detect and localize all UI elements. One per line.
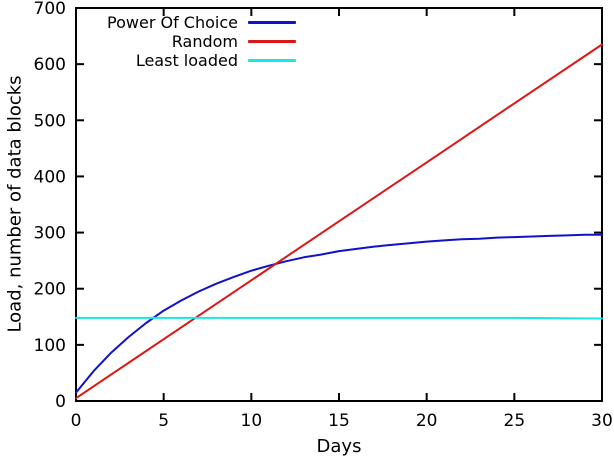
legend-item-random: Random bbox=[70, 32, 296, 51]
x-axis-title: Days bbox=[316, 436, 362, 457]
y-tick-label: 400 bbox=[34, 167, 66, 187]
legend-label: Least loaded bbox=[135, 51, 238, 70]
y-tick-label: 500 bbox=[34, 111, 66, 131]
y-tick-label: 300 bbox=[34, 224, 66, 244]
y-tick-label: 200 bbox=[34, 280, 66, 300]
x-tick-label: 20 bbox=[416, 411, 438, 431]
x-tick-label: 10 bbox=[241, 411, 263, 431]
x-tick-label: 0 bbox=[71, 411, 82, 431]
y-tick-label: 600 bbox=[34, 55, 66, 75]
series-line-least-loaded bbox=[75, 316, 603, 320]
legend-line-swatch bbox=[248, 40, 296, 43]
series-line-power-of-choice bbox=[75, 233, 603, 394]
y-tick-label: 0 bbox=[55, 392, 66, 412]
x-tick-label: 15 bbox=[328, 411, 350, 431]
legend-label: Power Of Choice bbox=[107, 13, 238, 32]
legend: Power Of Choice Random Least loaded bbox=[70, 13, 296, 70]
y-tick-label: 100 bbox=[34, 336, 66, 356]
legend-label: Random bbox=[171, 32, 238, 51]
x-tick-label: 30 bbox=[591, 411, 613, 431]
legend-item-least-loaded: Least loaded bbox=[70, 51, 296, 70]
y-tick-label: 700 bbox=[34, 0, 66, 19]
legend-item-power-of-choice: Power Of Choice bbox=[70, 13, 296, 32]
legend-line-swatch bbox=[248, 59, 296, 62]
y-axis-title: Load, number of data blocks bbox=[4, 75, 26, 333]
x-tick-label: 25 bbox=[504, 411, 526, 431]
series-line-random bbox=[75, 43, 603, 400]
x-tick-label: 5 bbox=[158, 411, 169, 431]
legend-line-swatch bbox=[248, 21, 296, 24]
